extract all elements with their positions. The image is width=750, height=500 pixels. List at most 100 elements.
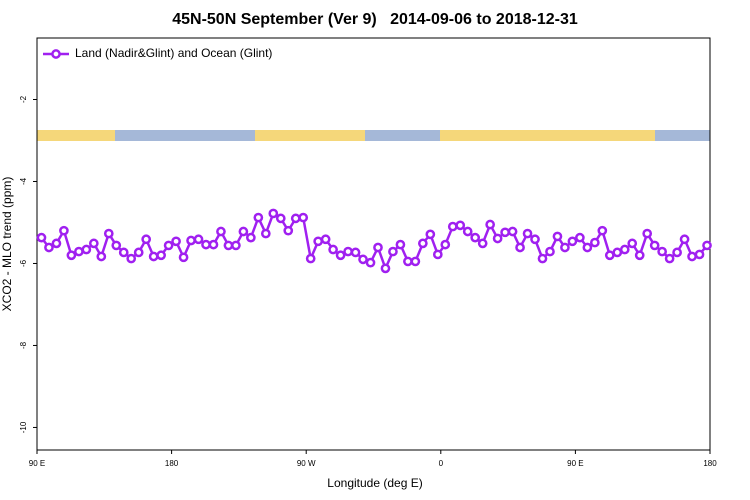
y-tick-label: -6 — [19, 259, 28, 267]
y-tick-label: -2 — [19, 95, 28, 103]
data-point — [365, 257, 376, 268]
y-axis-label: XCO2 - MLO trend (ppm) — [0, 177, 14, 312]
map-strip — [37, 130, 710, 141]
chart-title: 45N-50N September (Ver 9) 2014-09-06 to … — [172, 11, 578, 28]
data-point — [335, 250, 346, 261]
data-point — [455, 220, 466, 231]
data-point — [589, 237, 600, 248]
data-point — [575, 232, 585, 243]
data-point — [268, 208, 279, 219]
data-point — [74, 246, 84, 257]
data-point — [462, 226, 473, 237]
y-tick-label: -10 — [19, 421, 28, 433]
data-point — [298, 212, 309, 223]
data-point — [627, 238, 638, 249]
ocean — [37, 130, 710, 141]
data-point — [96, 251, 107, 262]
data-point — [275, 213, 286, 224]
data-point — [178, 252, 189, 263]
data-point — [186, 235, 196, 246]
data-point — [395, 239, 406, 250]
data-point — [141, 234, 152, 245]
data-point — [81, 244, 92, 255]
data-point — [515, 242, 525, 253]
data-point — [373, 242, 383, 253]
data-point — [358, 254, 368, 265]
data-point — [485, 219, 496, 230]
data-point — [193, 234, 204, 245]
data-point — [702, 240, 712, 251]
data-point — [350, 247, 361, 258]
land — [440, 130, 655, 141]
data-point — [246, 232, 256, 243]
data-point — [694, 249, 705, 260]
data-point — [410, 256, 421, 267]
data-point — [619, 244, 630, 255]
land — [255, 130, 365, 141]
data-point — [679, 234, 690, 245]
data-point — [253, 212, 264, 223]
data-point — [343, 246, 353, 257]
land — [37, 130, 115, 141]
x-axis-label: Longitude (deg E) — [327, 476, 422, 490]
data-point — [66, 250, 77, 261]
data-point — [560, 242, 570, 253]
data-point — [664, 253, 675, 264]
data-point — [133, 247, 144, 258]
data-point — [163, 240, 174, 251]
data-point — [148, 251, 159, 262]
data-point — [283, 225, 294, 236]
data-point — [88, 238, 99, 249]
y-tick-label: -4 — [19, 177, 28, 185]
data-point — [582, 242, 593, 253]
data-point — [313, 236, 324, 247]
data-point — [604, 250, 615, 261]
data-point — [44, 242, 54, 253]
plot-frame — [36, 37, 711, 451]
data-point — [425, 229, 436, 240]
data-point — [126, 253, 137, 264]
data-point — [208, 239, 219, 250]
y-tick-label: -8 — [19, 341, 28, 349]
data-point — [552, 231, 563, 242]
data-point — [545, 246, 555, 257]
x-tick-label: 90 E — [567, 459, 583, 468]
x-tick-label: 90 E — [29, 459, 45, 468]
x-tick-label: 90 W — [297, 459, 316, 468]
data-point — [470, 232, 481, 243]
data-point — [672, 247, 682, 258]
data-point — [59, 225, 69, 236]
data-point — [500, 227, 510, 238]
data-point — [657, 246, 667, 257]
data-point — [447, 221, 458, 232]
x-tick-label: 180 — [703, 459, 717, 468]
data-point — [380, 263, 391, 274]
legend-label: Land (Nadir&Glint) and Ocean (Glint) — [75, 46, 272, 60]
data-point — [171, 236, 181, 247]
data-point — [238, 226, 249, 237]
data-point — [216, 226, 226, 237]
data-point — [522, 228, 533, 239]
data-point — [403, 256, 413, 267]
data-point — [290, 213, 301, 224]
data-point — [612, 247, 623, 258]
data-point — [320, 234, 331, 245]
data-point — [51, 238, 62, 249]
data-point — [328, 244, 338, 255]
data-point — [597, 225, 608, 236]
data-point — [649, 240, 660, 251]
data-point — [111, 240, 122, 251]
data-point — [36, 232, 47, 243]
data-point — [201, 239, 211, 250]
data-point — [388, 246, 398, 257]
data-point — [567, 236, 578, 247]
x-tick-label: 0 — [439, 459, 444, 468]
data-point — [634, 250, 645, 261]
data-point — [642, 228, 653, 239]
data-point — [530, 234, 540, 245]
data-point — [687, 251, 697, 262]
data-point — [103, 228, 114, 239]
data-point — [260, 228, 271, 239]
data-point — [440, 239, 451, 250]
